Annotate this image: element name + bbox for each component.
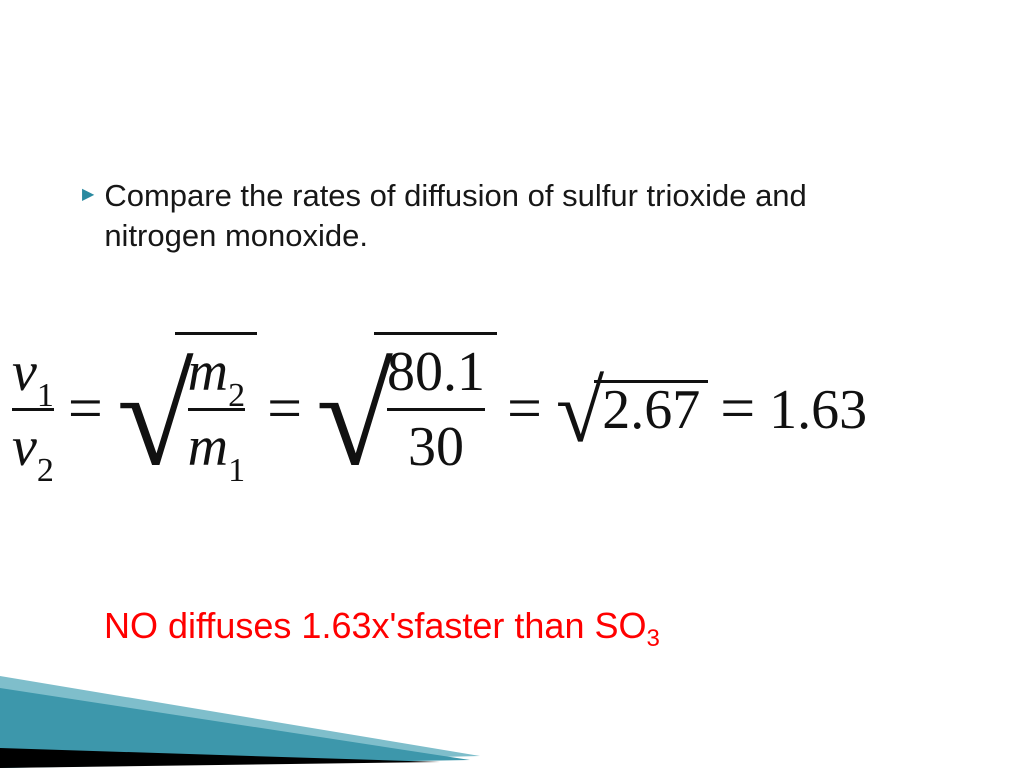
fraction-80-30: 80.1 30 — [387, 340, 493, 479]
numerator-v1: v1 — [12, 340, 54, 404]
radical-icon: √ — [117, 376, 194, 460]
denominator-m1: m1 — [188, 415, 245, 479]
numerator-80: 80.1 — [387, 340, 485, 404]
denominator-v2: v2 — [12, 415, 54, 479]
conclusion-prefix: NO diffuses 1.63x'sfaster than SO — [104, 605, 646, 646]
vinculum — [374, 332, 497, 335]
equals-sign: = — [720, 374, 755, 445]
sqrt-m2-m1: √ m2 m1 — [117, 340, 253, 479]
slide: ▶ Compare the rates of diffusion of sulf… — [0, 0, 1024, 768]
bullet-icon: ▶ — [82, 184, 94, 204]
vinculum — [175, 332, 257, 335]
sqrt-80-30: √ 80.1 30 — [316, 340, 493, 479]
bullet-item: ▶ Compare the rates of diffusion of sulf… — [82, 176, 904, 257]
denominator-30: 30 — [408, 415, 464, 479]
equation-row: v1 v2 = √ m2 m1 = √ 80.1 — [12, 340, 1012, 479]
fraction-m2-m1: m2 m1 — [188, 340, 253, 479]
sqrt-2-67: √ 2.67 — [556, 378, 706, 442]
radical-icon: √ — [556, 387, 604, 440]
sqrt-arg-2-67: 2.67 — [602, 378, 706, 442]
conclusion-subscript: 3 — [646, 625, 659, 652]
fraction-bar — [387, 408, 485, 411]
equation: v1 v2 = √ m2 m1 = √ 80.1 — [12, 340, 1012, 479]
numerator-m2: m2 — [188, 340, 245, 404]
result-1-63: 1.63 — [769, 378, 867, 442]
radical-icon: √ — [316, 376, 393, 460]
bullet-text: Compare the rates of diffusion of sulfur… — [104, 176, 904, 257]
corner-decoration — [0, 648, 480, 768]
fraction-v1-v2: v1 v2 — [12, 340, 54, 479]
equals-sign: = — [68, 374, 103, 445]
equals-sign: = — [267, 374, 302, 445]
vinculum — [594, 380, 708, 383]
conclusion-text: NO diffuses 1.63x'sfaster than SO3 — [104, 605, 660, 653]
equals-sign: = — [507, 374, 542, 445]
